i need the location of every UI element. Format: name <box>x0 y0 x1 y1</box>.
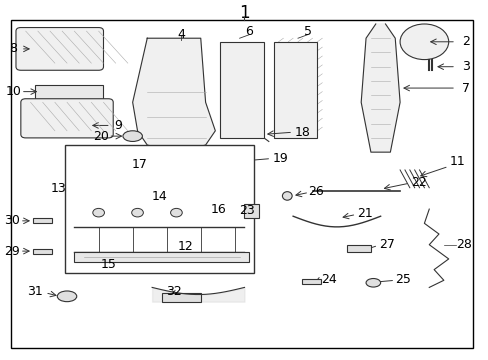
Text: 1: 1 <box>239 4 249 22</box>
Bar <box>346 246 370 252</box>
Bar <box>35 85 103 99</box>
Circle shape <box>93 208 104 217</box>
Text: 7: 7 <box>461 82 469 95</box>
Polygon shape <box>132 38 215 152</box>
Text: 6: 6 <box>245 24 253 37</box>
Ellipse shape <box>282 192 291 200</box>
Text: 10: 10 <box>5 85 21 98</box>
Text: 27: 27 <box>378 238 394 251</box>
Polygon shape <box>361 24 399 152</box>
Text: 5: 5 <box>303 24 311 37</box>
Text: 32: 32 <box>166 285 182 298</box>
Bar <box>301 279 321 284</box>
Text: 31: 31 <box>27 285 43 298</box>
Circle shape <box>170 208 182 217</box>
Bar <box>162 293 201 302</box>
Bar <box>273 42 317 138</box>
Text: 26: 26 <box>308 185 324 198</box>
Text: 17: 17 <box>132 158 147 171</box>
Text: 2: 2 <box>461 35 468 48</box>
Text: 4: 4 <box>177 28 185 41</box>
Text: 24: 24 <box>321 273 336 286</box>
Text: 21: 21 <box>356 207 372 220</box>
Text: 9: 9 <box>114 119 122 132</box>
Text: 22: 22 <box>410 176 426 189</box>
Bar <box>74 252 249 262</box>
Bar <box>64 145 254 273</box>
Ellipse shape <box>399 24 448 60</box>
FancyBboxPatch shape <box>21 99 113 138</box>
Ellipse shape <box>57 291 77 302</box>
Text: 30: 30 <box>4 214 20 228</box>
Text: 16: 16 <box>210 203 225 216</box>
Bar <box>33 249 52 253</box>
FancyBboxPatch shape <box>16 28 103 70</box>
Text: 8: 8 <box>10 42 18 55</box>
Text: 13: 13 <box>51 182 66 195</box>
Circle shape <box>131 208 143 217</box>
Bar <box>244 204 259 218</box>
Text: 23: 23 <box>239 204 254 217</box>
Text: 25: 25 <box>395 273 410 286</box>
Bar <box>220 42 264 138</box>
Text: 12: 12 <box>177 240 193 253</box>
Text: 19: 19 <box>272 152 288 165</box>
Text: 3: 3 <box>461 60 468 73</box>
Text: 29: 29 <box>4 244 20 258</box>
Text: 15: 15 <box>100 258 116 271</box>
Bar <box>33 218 52 223</box>
Text: 11: 11 <box>448 154 465 167</box>
Text: 14: 14 <box>151 190 167 203</box>
Text: 28: 28 <box>455 238 471 251</box>
Text: 18: 18 <box>294 126 310 139</box>
Text: 20: 20 <box>93 130 109 143</box>
Ellipse shape <box>122 131 142 141</box>
Ellipse shape <box>366 279 380 287</box>
